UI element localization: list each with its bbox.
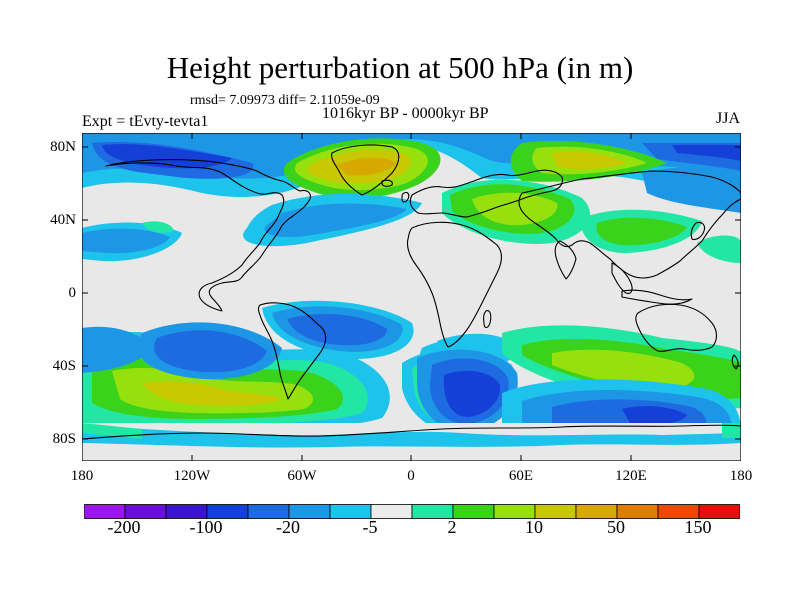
colorbar-label-10: 10 <box>525 517 543 537</box>
lon-label-120w: 120W <box>173 468 211 484</box>
australia-coast <box>635 303 718 352</box>
map-title: Height perturbation at 500 hPa (in m) <box>166 50 634 85</box>
lon-label-180e: 180 <box>729 468 753 484</box>
lat-label-0: 0 <box>68 285 77 301</box>
antarctica-coast <box>82 424 741 440</box>
map-panel <box>82 133 741 461</box>
iceland-coast <box>381 179 393 187</box>
north-america-coast <box>105 159 311 312</box>
colorbar-label-m20: -20 <box>276 517 300 537</box>
coastlines <box>82 144 741 440</box>
colorbar-label-2: 2 <box>447 517 457 537</box>
colorbar-label-50: 50 <box>607 517 625 537</box>
greenland-coast <box>331 144 400 196</box>
tick-marks <box>82 133 741 461</box>
colorbar-label-m100: -100 <box>189 517 223 537</box>
lon-label-60w: 60W <box>287 468 317 484</box>
colorbar-label-m5: -5 <box>362 517 378 537</box>
japan-coast <box>690 221 706 241</box>
stats-text: rmsd= 7.09973 diff= 2.11059e-09 <box>190 93 380 108</box>
madagascar-coast <box>483 310 492 329</box>
asia-coast <box>518 170 741 279</box>
lon-label-0: 0 <box>407 468 415 484</box>
map-svg <box>82 133 741 461</box>
indonesia-coast <box>621 289 693 305</box>
colorbar-label-m200: -200 <box>107 517 141 537</box>
colorbar <box>84 504 740 519</box>
lon-label-60e: 60E <box>508 468 534 484</box>
uk-coast <box>401 191 410 203</box>
lat-label-40s: 40S <box>52 358 76 374</box>
india-coast <box>554 240 577 280</box>
period-subtitle: 1016kyr BP - 0000kyr BP <box>322 105 489 122</box>
southeast-asia-coast <box>611 262 633 294</box>
lon-label-180w: 180 <box>70 468 94 484</box>
lat-label-40n: 40N <box>50 212 76 228</box>
colorbar-label-150: 150 <box>684 517 712 537</box>
lat-label-80n: 80N <box>50 139 76 155</box>
africa-coast <box>406 221 503 348</box>
new-zealand-coast <box>731 354 739 370</box>
colorbar-box <box>698 504 740 519</box>
lon-label-120e: 120E <box>615 468 647 484</box>
southern-field <box>82 300 741 461</box>
northern-field <box>82 133 741 263</box>
experiment-label: Expt = tEvty-tevta1 <box>82 113 209 130</box>
colorbar-boxes <box>84 504 740 519</box>
lat-label-80s: 80S <box>52 431 76 447</box>
season-label: JJA <box>715 110 740 127</box>
europe-coast <box>409 169 564 218</box>
south-america-coast <box>257 302 327 400</box>
